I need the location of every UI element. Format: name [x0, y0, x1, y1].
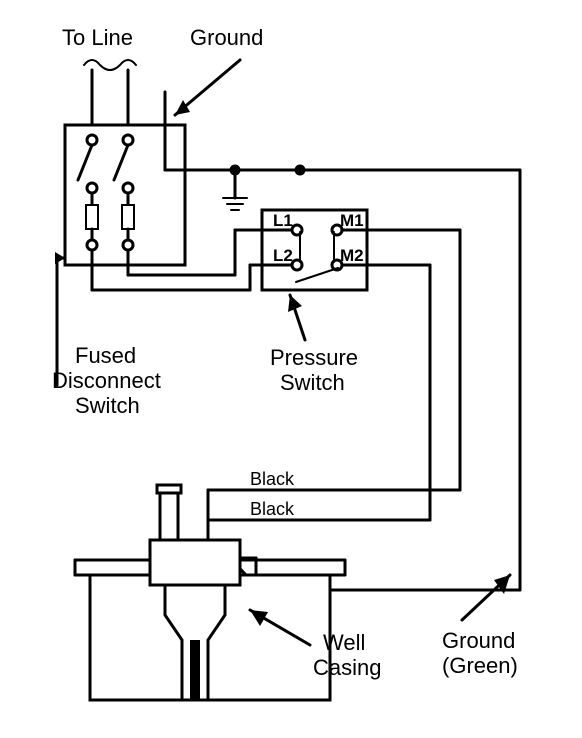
label-switch2: Switch	[280, 370, 345, 395]
label-black2: Black	[250, 499, 295, 519]
fuse	[86, 205, 98, 229]
disconnect-terminal	[87, 135, 97, 145]
wiring-diagram: To Line Ground Fused Disconnect Switch P…	[0, 0, 582, 733]
label-pressure: Pressure	[270, 345, 358, 370]
fuse	[122, 205, 134, 229]
label-ground-green2: (Green)	[442, 653, 518, 678]
label-ground-green1: Ground	[442, 628, 515, 653]
label-to-line: To Line	[62, 25, 133, 50]
terminal-l1: L1	[273, 211, 293, 230]
terminal-l2: L2	[273, 246, 293, 265]
label-casing: Casing	[313, 655, 381, 680]
label-black1: Black	[250, 469, 295, 489]
terminal-m1: M1	[340, 211, 364, 230]
label-fused: Fused	[75, 343, 136, 368]
label-switch1: Switch	[75, 393, 140, 418]
label-well: Well	[323, 630, 365, 655]
terminal-m2: M2	[340, 246, 364, 265]
label-ground: Ground	[190, 25, 263, 50]
well-casing	[75, 485, 345, 700]
label-disconnect: Disconnect	[52, 368, 161, 393]
